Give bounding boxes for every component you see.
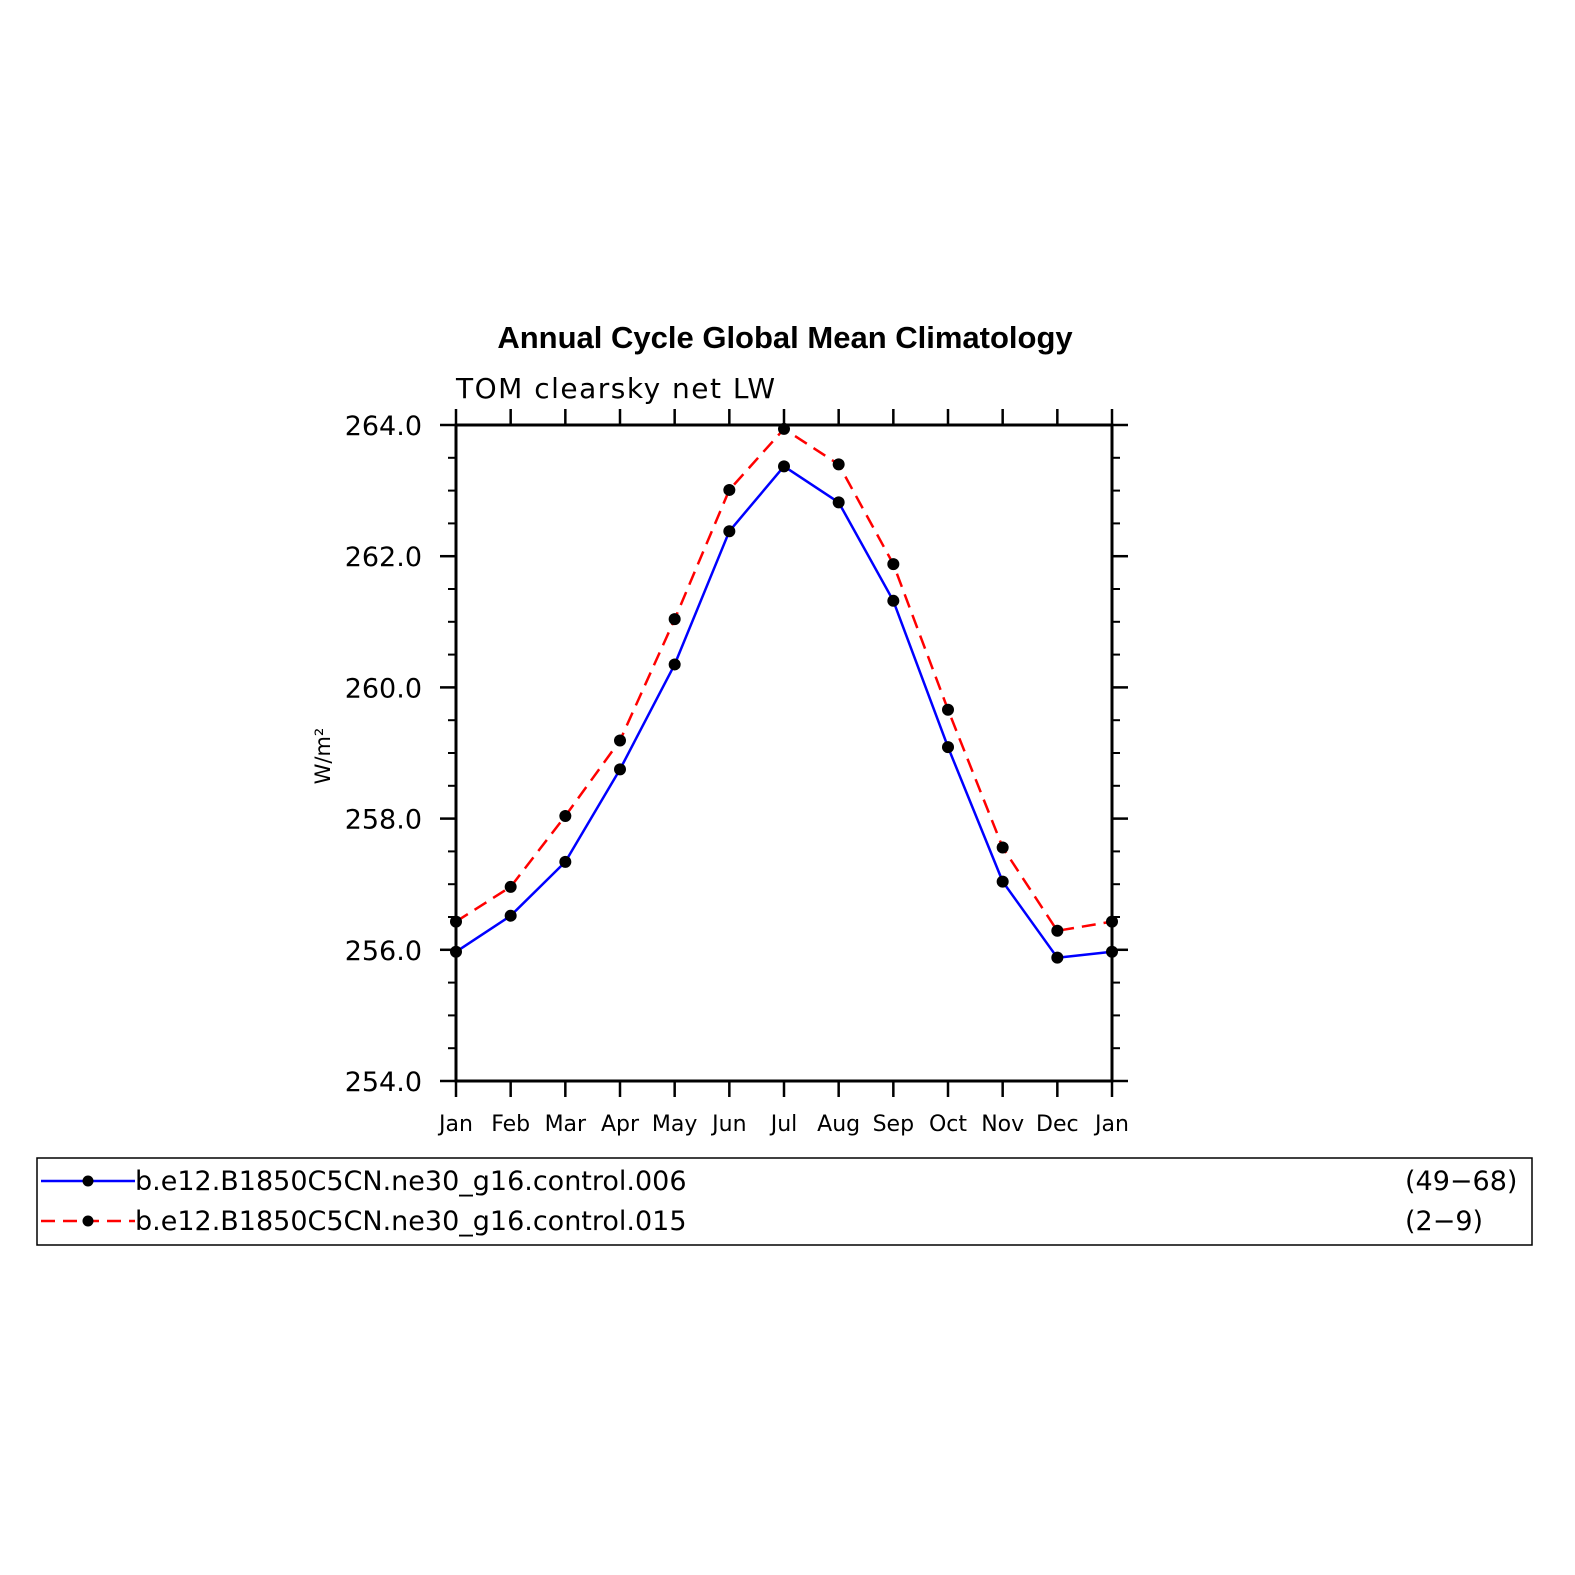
y-tick-label: 258.0 xyxy=(345,805,422,836)
legend-swatch-marker-1 xyxy=(82,1175,94,1187)
series-2-point xyxy=(942,703,954,716)
x-tick-label: Dec xyxy=(1036,1112,1079,1137)
series-2-point xyxy=(1106,915,1118,928)
legend-years-1: (49−68) xyxy=(1405,1166,1517,1197)
series-line-1 xyxy=(455,465,1113,959)
series-1-point xyxy=(614,763,626,776)
x-tick-label: Apr xyxy=(601,1112,640,1137)
series-1-point xyxy=(559,855,572,868)
y-tick-label: 254.0 xyxy=(345,1067,422,1098)
series-1-point xyxy=(450,945,462,958)
legend-entry-1: b.e12.B1850C5CN.ne30_g16.control.006 (49… xyxy=(41,1166,1517,1197)
series-1-point xyxy=(668,658,681,671)
x-tick-label: Jun xyxy=(710,1112,746,1137)
legend-entry-2: b.e12.B1850C5CN.ne30_g16.control.015 (2−… xyxy=(41,1206,1483,1237)
series-2-point xyxy=(504,880,517,893)
x-tick-label: May xyxy=(652,1112,697,1137)
x-tick-labels: Jan Feb Mar Apr May Jun Jul Aug Sep Oct Nov Dec Jan xyxy=(437,1112,1129,1137)
legend-years-2: (2−9) xyxy=(1405,1206,1483,1237)
chart-title: Annual Cycle Global Mean Climatology xyxy=(497,320,1073,355)
series-2-point xyxy=(887,558,900,571)
y-tick-labels: 254.0 256.0 258.0 260.0 262.0 264.0 xyxy=(345,411,422,1098)
series-2-point xyxy=(723,483,736,496)
series-1-point xyxy=(778,460,790,473)
x-tick-label: Sep xyxy=(873,1112,914,1137)
series-2-point xyxy=(450,915,462,928)
series-2-point xyxy=(778,422,790,435)
series-1-point xyxy=(723,525,736,538)
y-tick-label: 260.0 xyxy=(345,673,422,704)
legend-swatch-marker-2 xyxy=(82,1215,94,1227)
x-tick-label: Feb xyxy=(491,1112,530,1137)
series-2-point xyxy=(996,841,1009,854)
legend-label-1: b.e12.B1850C5CN.ne30_g16.control.006 xyxy=(135,1166,687,1197)
x-tick-label: Jul xyxy=(769,1112,798,1137)
y-tick-label: 256.0 xyxy=(345,936,422,967)
series-1-point xyxy=(996,875,1009,888)
x-tick-label: Jan xyxy=(1093,1112,1129,1137)
chart-subtitle: TOM clearsky net LW xyxy=(455,372,777,405)
series-line-2 xyxy=(455,427,1113,933)
y-axis-label: W/m² xyxy=(311,728,335,785)
series-1-point xyxy=(832,496,845,509)
legend: b.e12.B1850C5CN.ne30_g16.control.006 (49… xyxy=(36,1157,1533,1246)
x-tick-label: Aug xyxy=(817,1112,860,1137)
series-1-point xyxy=(887,594,900,607)
x-tick-label: Mar xyxy=(545,1112,587,1137)
series-1-point xyxy=(504,909,517,922)
series-2-point xyxy=(614,734,626,747)
series-2-point xyxy=(668,613,681,626)
series-layer xyxy=(450,422,1118,964)
series-2-point xyxy=(832,458,845,471)
y-tick-label: 264.0 xyxy=(345,411,422,442)
series-2-point xyxy=(559,809,572,822)
axis-ticks xyxy=(440,409,1128,1097)
plot-frame xyxy=(454,423,1114,1083)
legend-box xyxy=(36,1157,1533,1246)
series-1-point xyxy=(1106,945,1118,958)
legend-label-2: b.e12.B1850C5CN.ne30_g16.control.015 xyxy=(135,1206,687,1237)
x-tick-label: Nov xyxy=(981,1112,1024,1137)
series-1-point xyxy=(942,741,954,754)
x-tick-label: Oct xyxy=(929,1112,967,1137)
y-tick-label: 262.0 xyxy=(345,542,422,573)
x-tick-label: Jan xyxy=(437,1112,473,1137)
series-2-point xyxy=(1051,924,1064,937)
series-1-point xyxy=(1051,951,1064,964)
